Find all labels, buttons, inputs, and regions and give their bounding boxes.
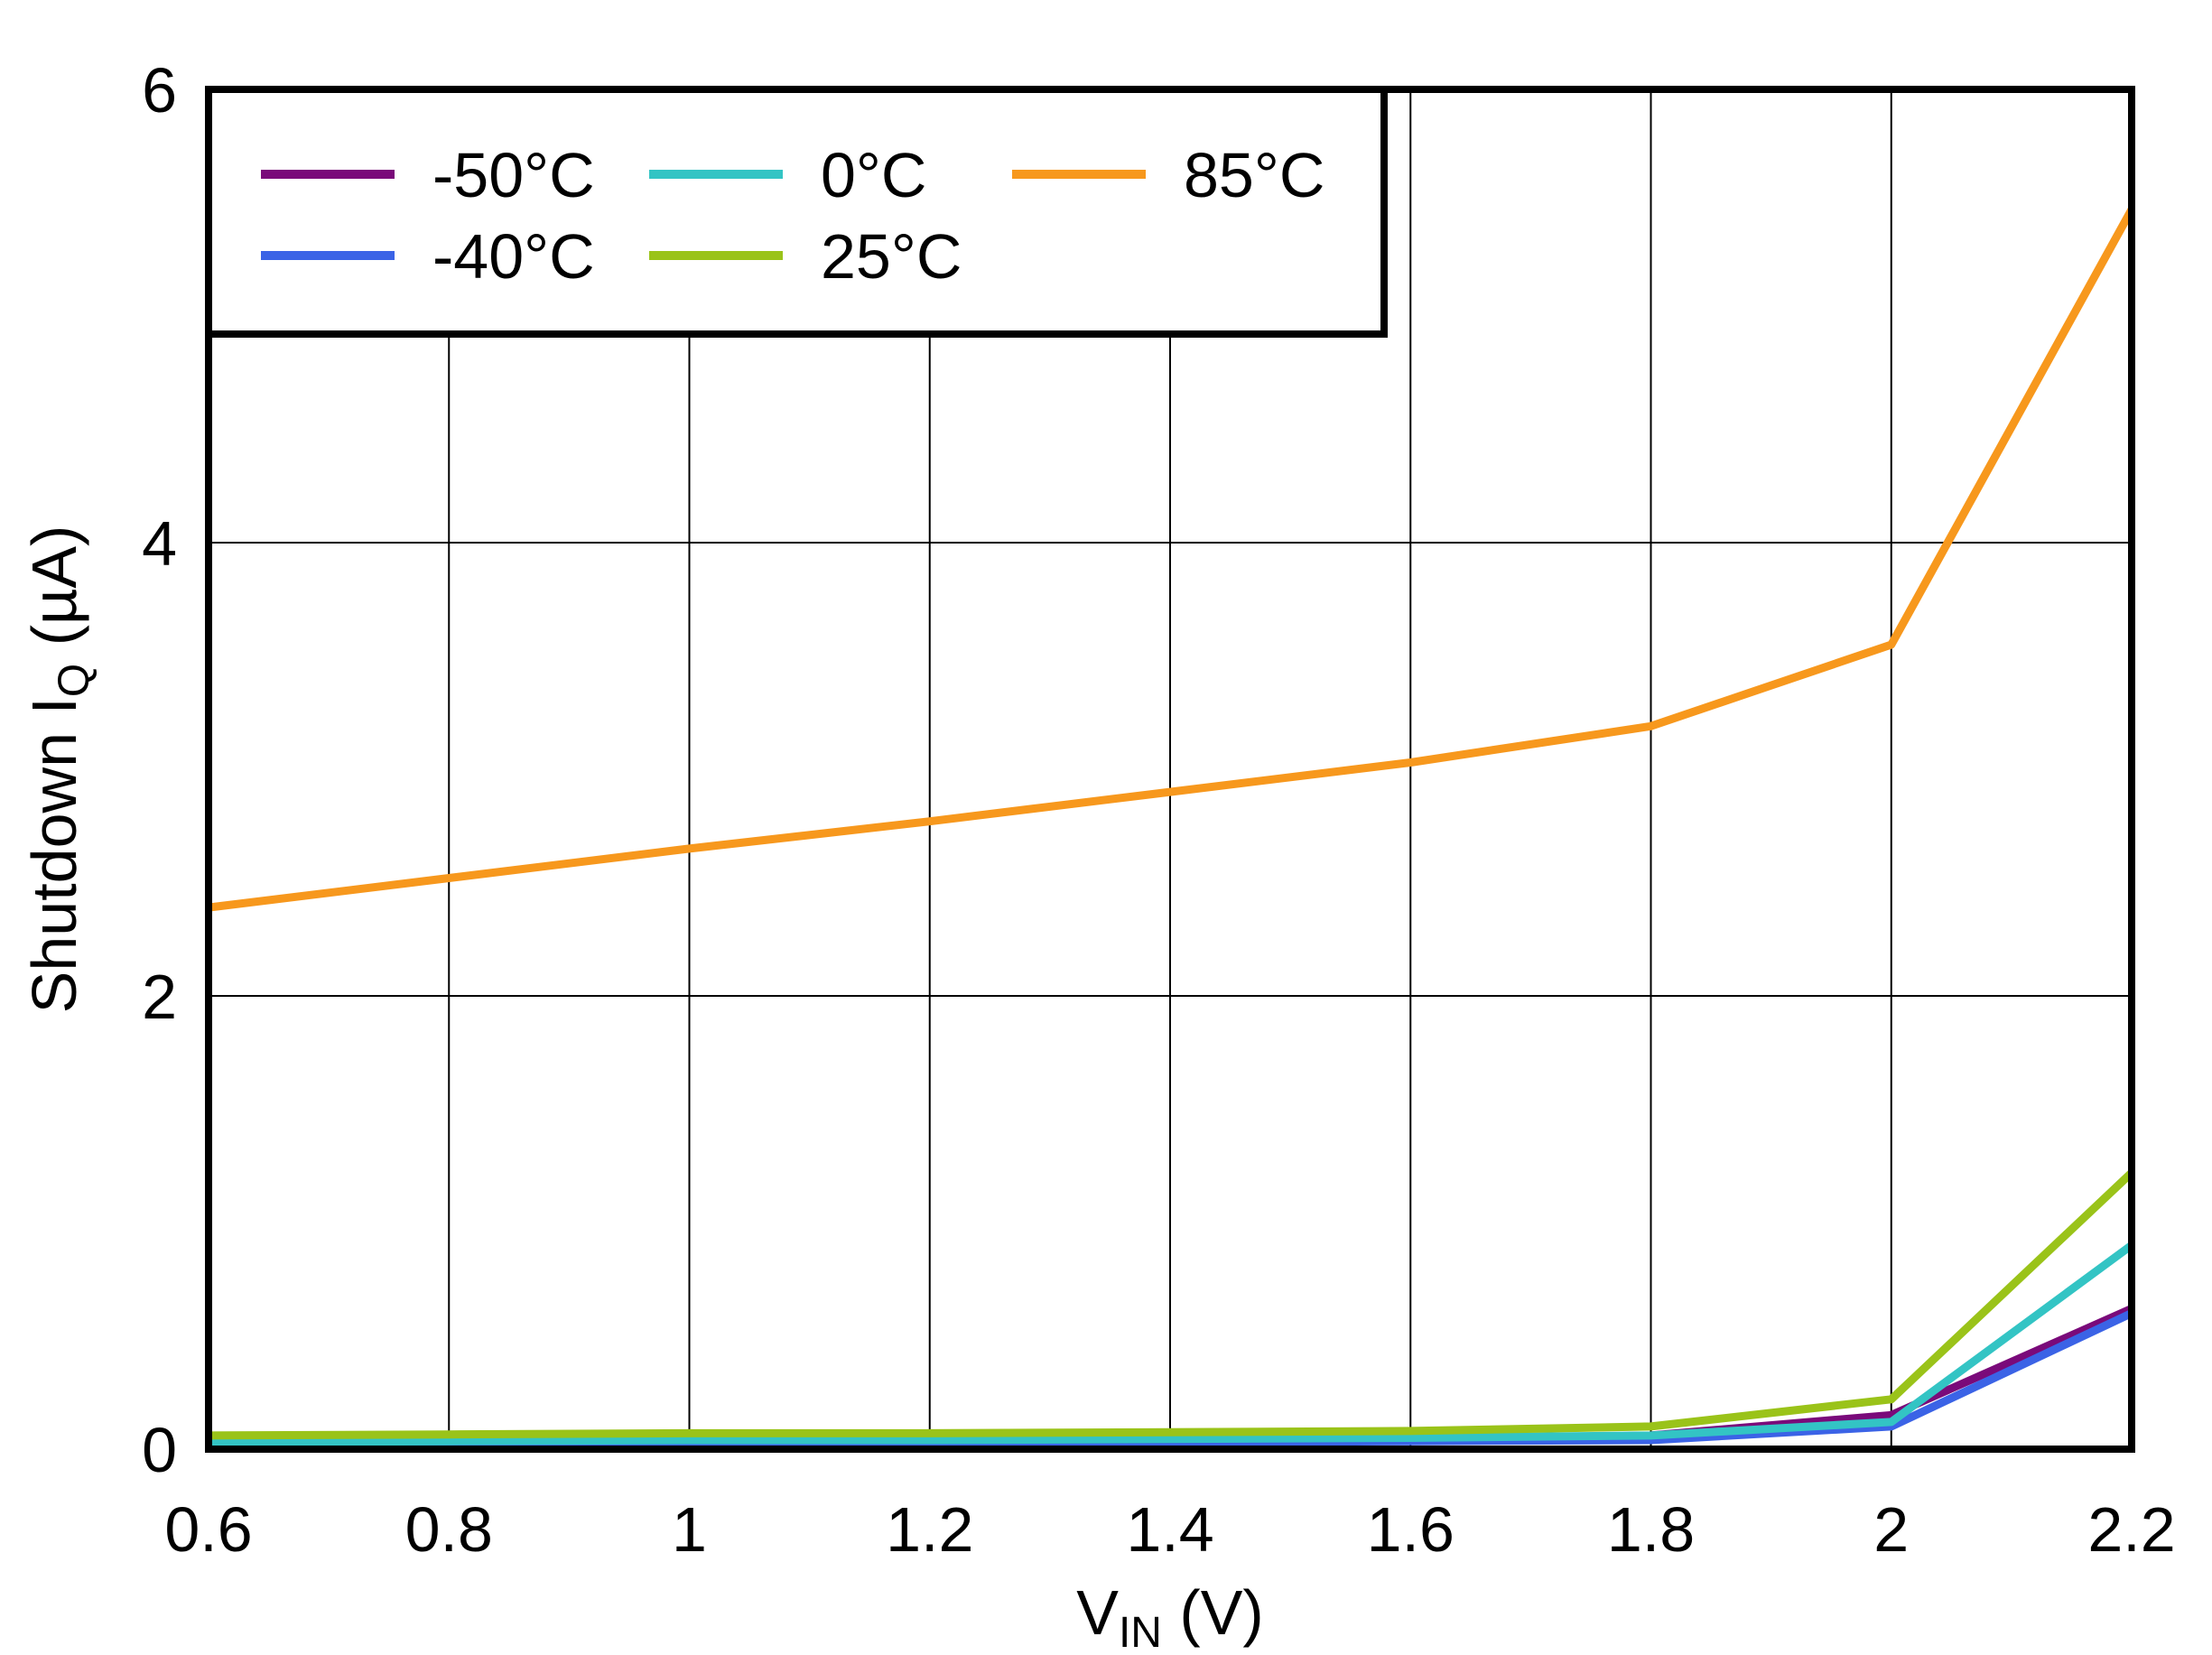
series-line-85C: [208, 207, 2135, 912]
legend: -50°C -40°C 0°C 25°C 85°C: [205, 86, 1388, 338]
x-tick-label: 0.6: [164, 1494, 252, 1565]
x-tick-label: 1: [672, 1494, 707, 1565]
x-tick-label: 1.2: [886, 1494, 973, 1565]
legend-label: 0°C: [821, 140, 926, 210]
y-tick-label: 4: [142, 508, 177, 579]
y-axis-label: Shutdown IQ (µA): [19, 525, 98, 1014]
x-axis-label: VIN (V): [1076, 1577, 1263, 1655]
legend-box: [205, 86, 1388, 338]
y-tick-label: 0: [142, 1415, 177, 1485]
x-tick-label: 1.8: [1607, 1494, 1695, 1565]
x-axis-ticks: 0.6 0.8 1 1.2 1.4 1.6 1.8 2 2.2: [164, 1494, 2175, 1565]
y-tick-label: 2: [142, 962, 177, 1032]
series-line-0C: [208, 1241, 2134, 1446]
x-tick-label: 1.4: [1126, 1494, 1213, 1565]
x-tick-label: 2: [1873, 1494, 1909, 1565]
x-tick-label: 0.8: [405, 1494, 493, 1565]
y-tick-label: 6: [142, 55, 177, 126]
x-tick-label: 2.2: [2087, 1494, 2175, 1565]
series-line-25C: [208, 1169, 2135, 1440]
y-axis-ticks: 0 2 4 6: [142, 55, 177, 1485]
legend-label: 25°C: [821, 221, 962, 292]
legend-label: -50°C: [432, 140, 595, 210]
legend-label: -40°C: [432, 221, 595, 292]
x-tick-label: 1.6: [1367, 1494, 1455, 1565]
series-lines: [208, 207, 2135, 1450]
legend-label: 85°C: [1184, 140, 1324, 210]
